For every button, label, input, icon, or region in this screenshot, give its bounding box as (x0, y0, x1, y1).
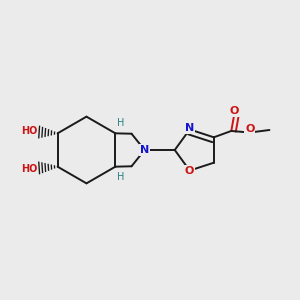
Text: N: N (140, 145, 149, 155)
Text: HO: HO (21, 164, 37, 174)
Text: H: H (117, 118, 124, 128)
Text: O: O (245, 124, 254, 134)
Text: N: N (185, 123, 194, 133)
Text: O: O (230, 106, 239, 116)
Text: O: O (185, 166, 194, 176)
Text: HO: HO (21, 126, 37, 136)
Text: H: H (117, 172, 124, 182)
